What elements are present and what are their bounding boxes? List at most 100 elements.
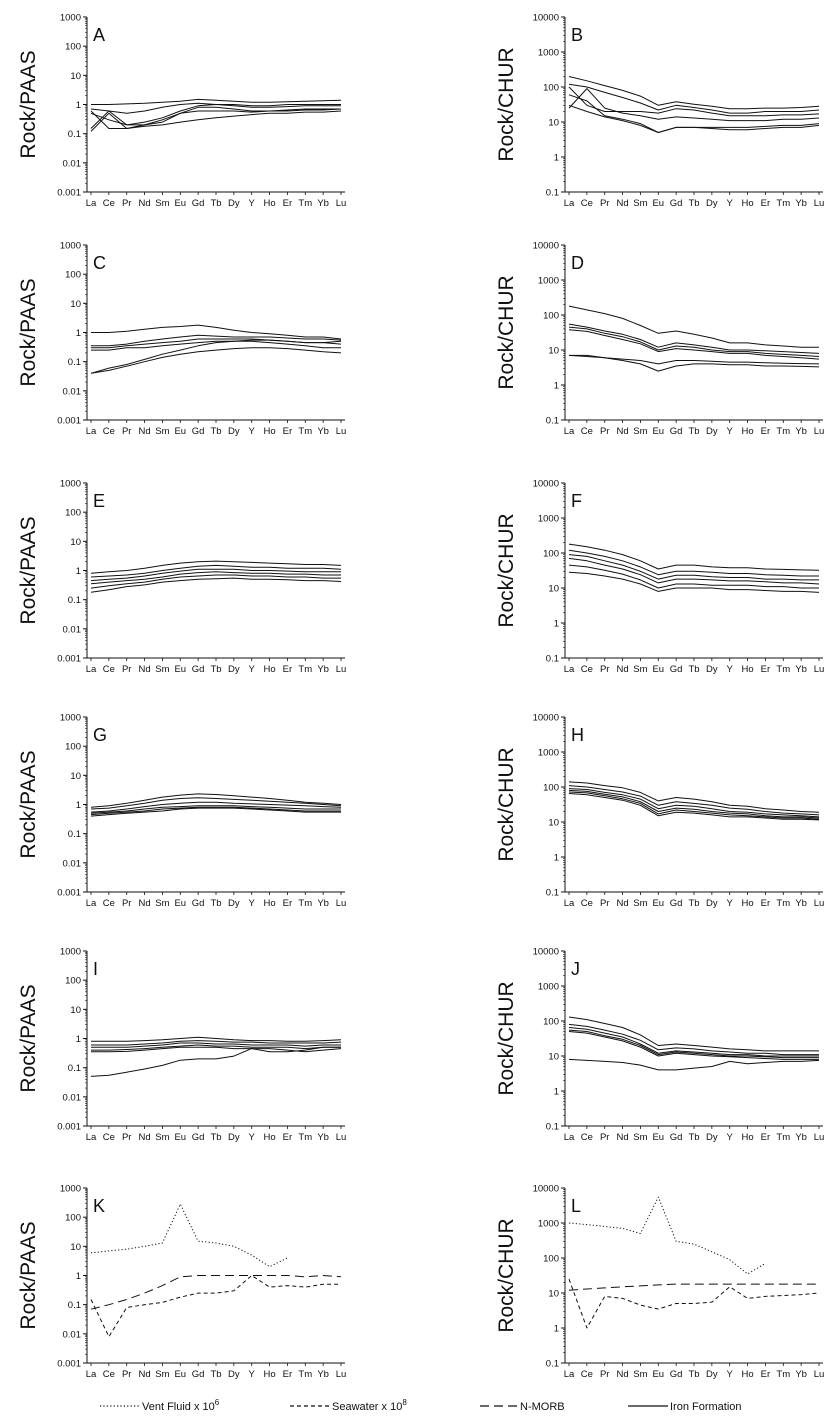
y-tick-label: 1000 (538, 982, 559, 993)
panel-a: 0.001 0.01 0.1 1 10 100 1000 La Ce Pr Nd Sm Eu Gd Tb Dy… (17, 13, 346, 210)
x-tick-label: Eu (174, 664, 186, 675)
panel-e: 0.001 0.01 0.1 1 10 100 1000 La Ce Pr Nd Sm Eu Gd Tb Dy… (17, 479, 346, 676)
x-tick-label: Eu (652, 426, 664, 437)
x-tick-label: Yb (795, 1369, 807, 1380)
x-tick-label: Er (283, 664, 293, 675)
x-tick-label: Yb (795, 898, 807, 909)
y-tick-label: 1 (76, 1034, 81, 1045)
series-line-4 (568, 1029, 819, 1059)
y-axis-title: Rock/PAAS (17, 516, 40, 624)
x-tick-label: Y (249, 1132, 256, 1143)
panel-label: F (571, 491, 582, 511)
x-tick-label: Y (727, 426, 734, 437)
x-tick-label: La (564, 198, 575, 209)
series-line-1 (90, 793, 342, 808)
x-tick-label: Lu (336, 898, 347, 909)
x-tick-label: Dy (706, 1369, 718, 1380)
y-tick-label: 1 (554, 619, 559, 630)
y-tick-label: 10000 (533, 241, 559, 252)
series-line-6 (568, 571, 820, 593)
x-tick-label: Gd (192, 1132, 205, 1143)
x-tick-label: Gd (192, 426, 205, 437)
x-tick-label: Tm (298, 664, 312, 675)
x-tick-label: Sm (633, 426, 647, 437)
x-tick-label: Nd (138, 1132, 150, 1143)
y-tick-label: 0.001 (57, 888, 81, 899)
x-tick-label: Tm (776, 664, 790, 675)
series-line-2 (568, 323, 820, 354)
x-tick-label: Eu (174, 198, 186, 209)
x-tick-label: Yb (317, 1132, 329, 1143)
y-tick-label: 10000 (533, 1184, 559, 1195)
x-tick-label: Dy (706, 898, 718, 909)
y-axis-title: Rock/PAAS (17, 1221, 40, 1329)
x-tick-label: Eu (652, 898, 664, 909)
series-line-4 (568, 329, 820, 360)
x-tick-label: Tb (688, 898, 699, 909)
x-tick-label: Dy (228, 198, 240, 209)
y-tick-label: 10 (70, 537, 81, 548)
y-tick-label: 100 (65, 42, 81, 53)
x-tick-label: Yb (317, 664, 329, 675)
panel-b: 0.1 1 10 100 1000 10000 La Ce Pr Nd Sm Eu Gd Tb Dy Y Ho E… (495, 13, 824, 210)
y-axis-title: Rock/PAAS (17, 984, 40, 1092)
series-line-1 (568, 76, 820, 110)
y-tick-label: 0.01 (63, 158, 82, 169)
x-tick-label: La (564, 1369, 575, 1380)
series-line-6 (90, 577, 342, 593)
y-tick-label: 0.001 (57, 1359, 81, 1370)
x-tick-label: Ce (103, 426, 115, 437)
x-tick-label: Er (761, 1132, 771, 1143)
x-tick-label: Dy (228, 664, 240, 675)
y-tick-label: 0.01 (63, 1092, 82, 1103)
x-tick-label: Er (761, 426, 771, 437)
y-tick-label: 1 (76, 100, 81, 111)
legend-superscript: 6 (215, 1398, 220, 1407)
x-tick-label: Y (727, 898, 734, 909)
panel-l: 0.1 1 10 100 1000 10000 La Ce Pr Nd Sm Eu Gd Tb Dy Y Ho E… (495, 1184, 824, 1381)
x-tick-label: Yb (795, 198, 807, 209)
y-tick-label: 10000 (533, 13, 559, 24)
legend-label: N-MORB (520, 1401, 565, 1413)
x-tick-label: Tm (298, 426, 312, 437)
x-tick-label: Dy (228, 1369, 240, 1380)
series-line-4 (568, 789, 820, 819)
x-tick-label: Tb (210, 898, 221, 909)
y-tick-label: 100 (65, 270, 81, 281)
x-tick-label: Ce (581, 664, 593, 675)
series-line-1 (568, 305, 819, 348)
x-tick-label: Tm (298, 1132, 312, 1143)
x-tick-label: Tb (688, 198, 699, 209)
x-tick-label: Pr (122, 1132, 132, 1143)
y-tick-label: 1 (554, 1324, 559, 1335)
x-tick-label: Er (283, 198, 293, 209)
x-tick-label: Pr (122, 198, 132, 209)
series-line-6 (568, 793, 820, 821)
x-tick-label: Pr (600, 426, 610, 437)
x-tick-label: Lu (336, 198, 347, 209)
x-tick-label: Sm (155, 198, 169, 209)
panel-i: 0.001 0.01 0.1 1 10 100 1000 La Ce Pr Nd Sm Eu Gd Tb Dy… (17, 947, 346, 1144)
x-tick-label: Gd (670, 1132, 683, 1143)
x-tick-label: Ho (741, 898, 753, 909)
x-tick-label: Tm (298, 898, 312, 909)
panel-label: I (93, 959, 98, 979)
x-tick-label: Tb (688, 1132, 699, 1143)
panel-label: A (93, 25, 105, 45)
x-tick-label: Ho (263, 664, 275, 675)
panel-label: H (571, 725, 584, 745)
x-tick-label: Ho (741, 1369, 753, 1380)
y-tick-label: 0.1 (68, 829, 81, 840)
x-tick-label: Y (727, 1132, 734, 1143)
series-line-3 (90, 568, 341, 582)
x-tick-label: Eu (652, 1369, 664, 1380)
x-tick-label: Dy (228, 1132, 240, 1143)
x-tick-label: Er (761, 664, 771, 675)
x-tick-label: Gd (670, 1369, 683, 1380)
x-tick-label: Dy (228, 426, 240, 437)
x-tick-label: Er (761, 198, 771, 209)
series-line-4 (90, 106, 341, 129)
x-tick-label: La (86, 426, 97, 437)
y-tick-label: 100 (65, 1213, 81, 1224)
panel-f: 0.1 1 10 100 1000 10000 La Ce Pr Nd Sm Eu Gd Tb Dy Y Ho E… (495, 479, 824, 676)
